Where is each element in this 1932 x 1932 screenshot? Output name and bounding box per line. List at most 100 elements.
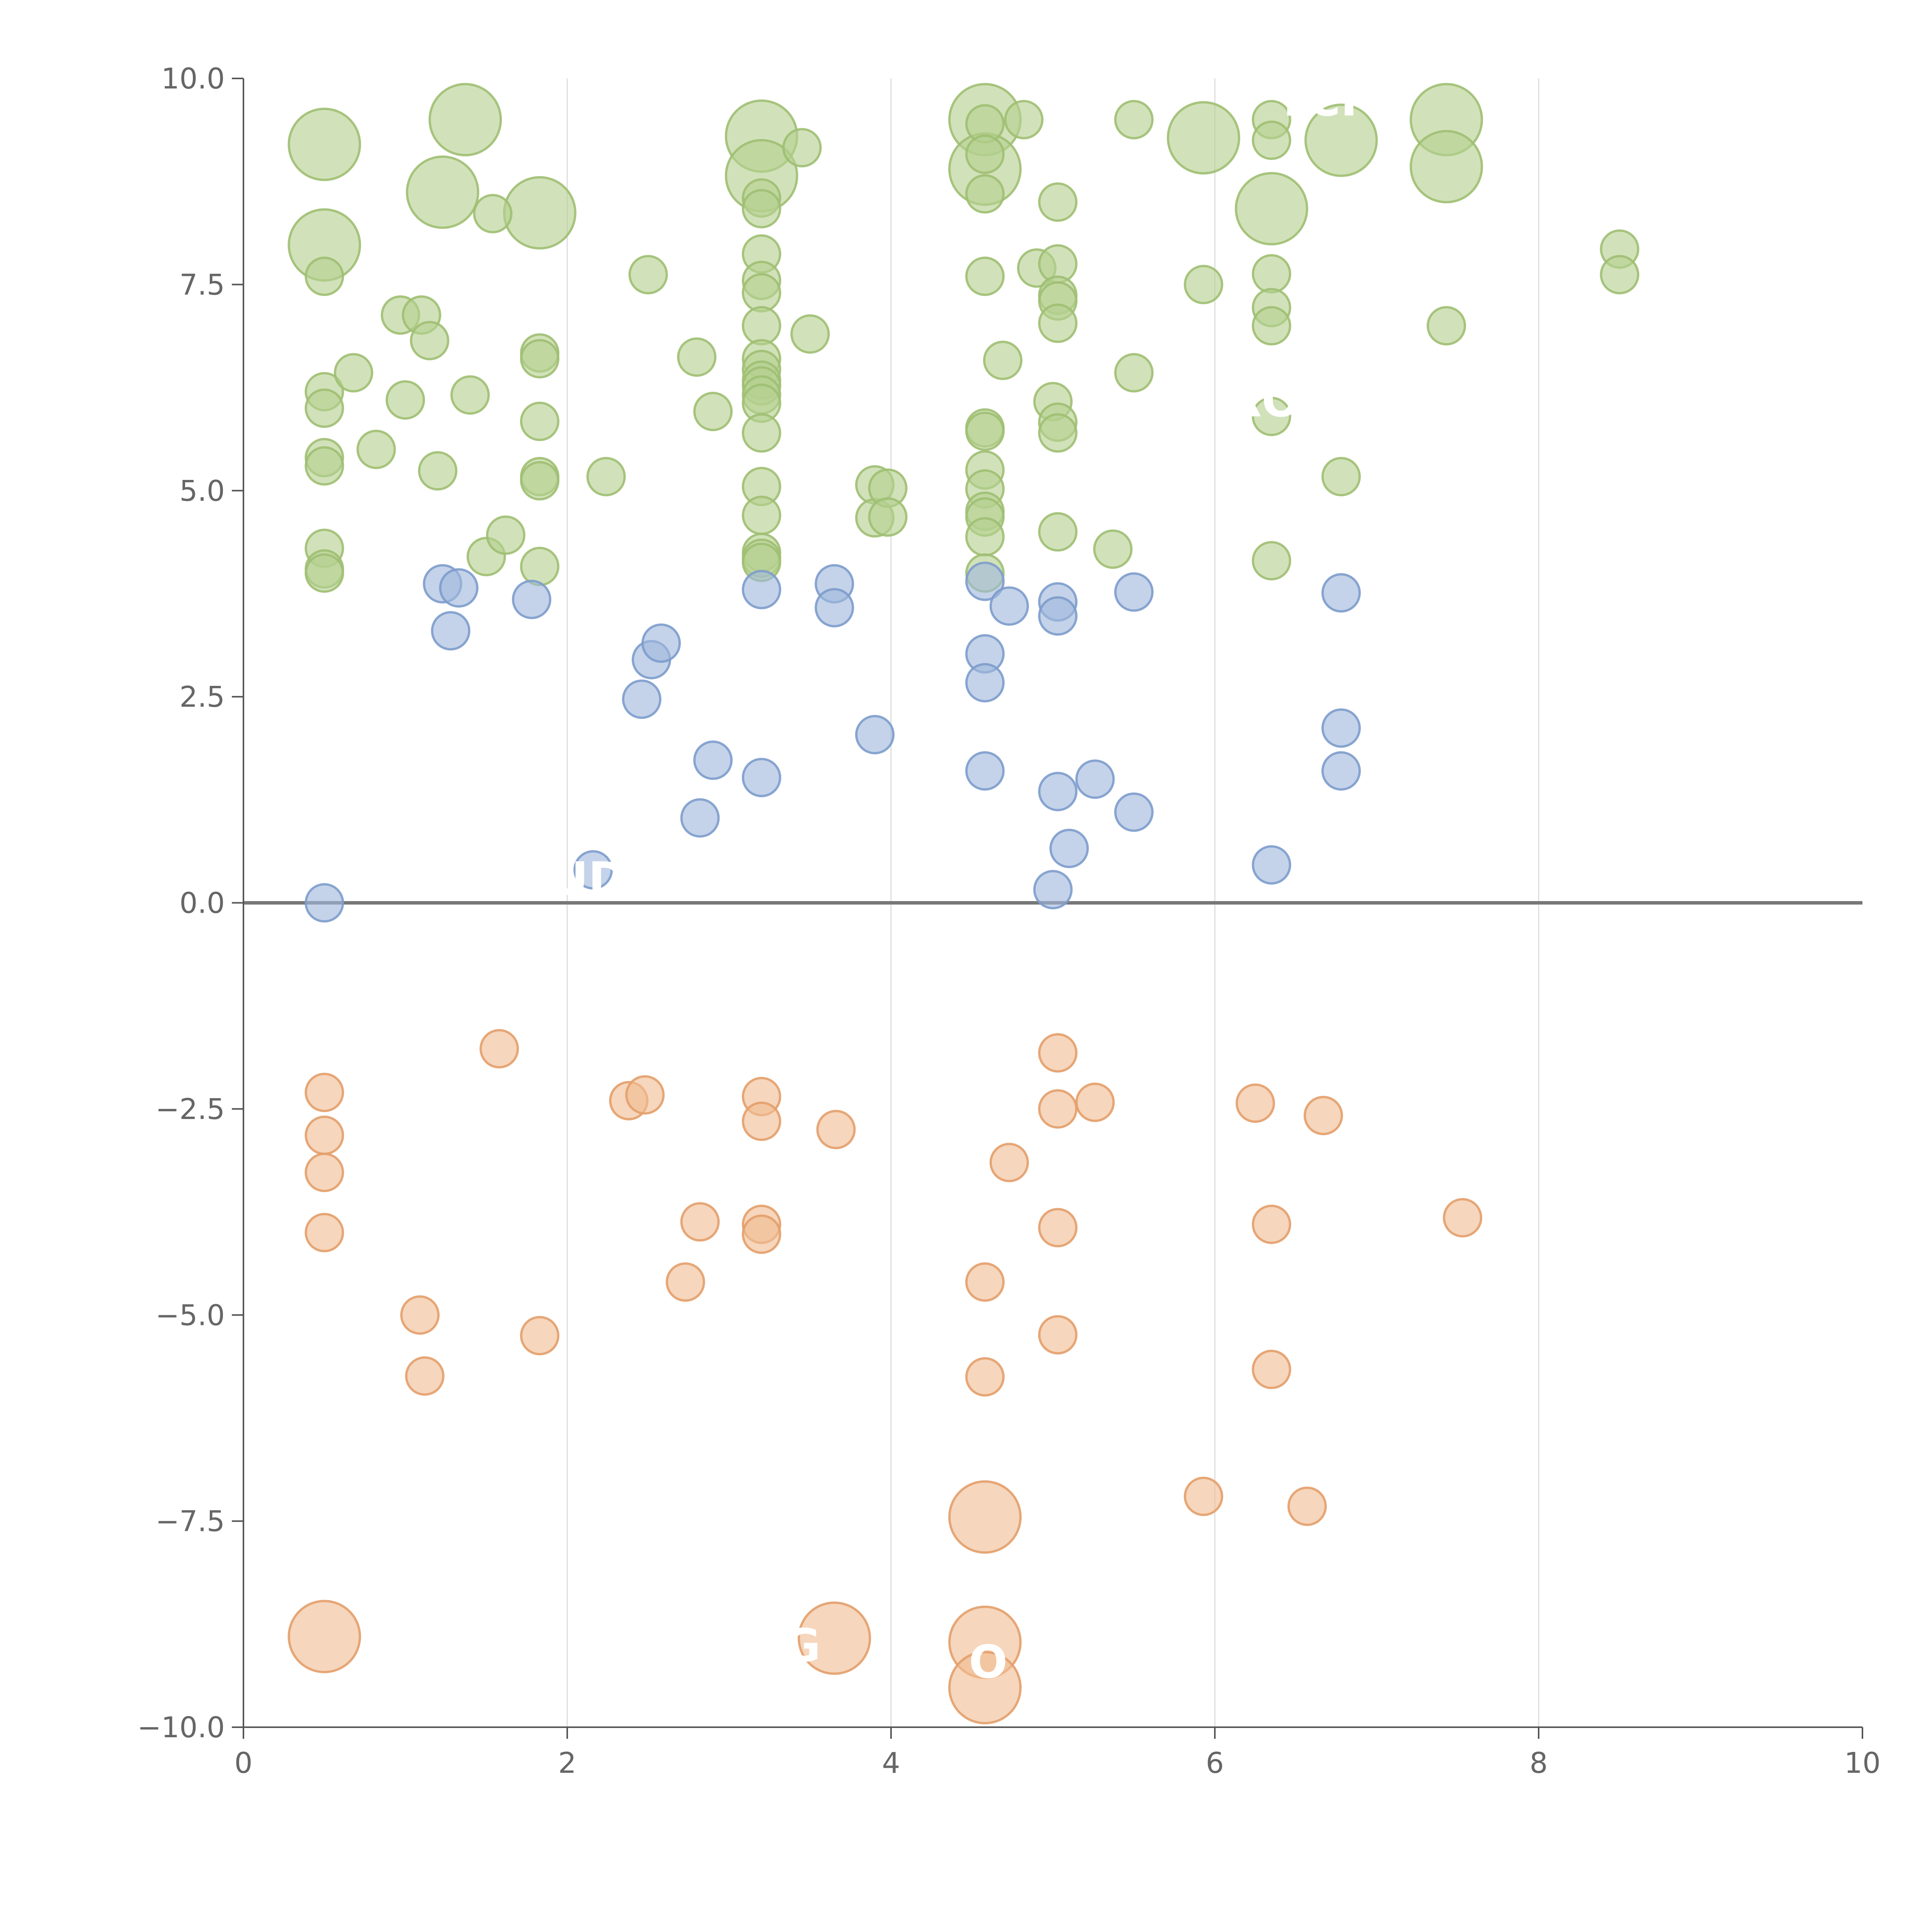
scatter-point-high: [586, 457, 626, 497]
scatter-point-medium: [641, 623, 681, 663]
series-high: [287, 83, 1639, 593]
scatter-point-high: [1114, 353, 1154, 393]
scatter-point-low: [1443, 1198, 1483, 1238]
scatter-point-low: [625, 1075, 665, 1115]
scatter-point-medium: [815, 588, 854, 628]
scatter-point-high: [790, 314, 830, 354]
x-tick-label: 2: [558, 1747, 576, 1780]
scatter-point-medium: [573, 850, 613, 890]
scatter-point-high: [677, 337, 717, 377]
series-medium: [304, 561, 1361, 923]
scatter-point-low: [1038, 1208, 1078, 1248]
scatter-point-medium: [512, 580, 551, 619]
scatter-point-medium: [989, 586, 1029, 626]
scatter-point-high: [1038, 303, 1078, 343]
scatter-point-high: [486, 515, 526, 555]
scatter-point-high: [1252, 121, 1291, 160]
y-tick-label: −5.0: [155, 1299, 225, 1332]
scatter-point-medium: [1321, 751, 1361, 791]
scatter-point-high: [1252, 254, 1291, 294]
axes: 10.0 7.5 5.0 2.5 0.0 −2.5 −5.0 −7.5 −10.0 0 2 4 6 8 10: [137, 62, 1881, 1780]
scatter-point-high: [304, 446, 344, 486]
scatter-point-high: [1114, 100, 1154, 139]
data-points: [287, 83, 1639, 1725]
scatter-point-high: [520, 461, 560, 501]
scatter-point-medium: [680, 798, 720, 838]
scatter-point-high: [693, 391, 733, 431]
scatter-point-medium: [1075, 759, 1115, 799]
scatter-point-low: [304, 1116, 344, 1155]
annotation-label: G: [783, 1619, 821, 1672]
scatter-point-low: [304, 1213, 344, 1252]
scatter-point-low: [1038, 1089, 1078, 1129]
scatter-point-high: [965, 134, 1005, 174]
scatter-point-high: [868, 497, 908, 537]
annotation-label: AUDIO: [517, 852, 682, 905]
scatter-point-low: [1075, 1082, 1115, 1122]
scatter-point-high: [1038, 413, 1078, 453]
scatter-point-medium: [1252, 845, 1291, 885]
scatter-point-low: [480, 1029, 519, 1069]
scatter-point-high: [1184, 265, 1223, 304]
scatter-point-low: [742, 1214, 781, 1254]
scatter-point-low: [1184, 1476, 1223, 1516]
annotation-label: TCP: [1276, 73, 1374, 126]
scatter-point-high: [410, 321, 449, 361]
scatter-point-high: [983, 340, 1023, 380]
x-tick-label: 6: [1206, 1747, 1224, 1780]
scatter-point-medium: [1038, 596, 1078, 636]
scatter-point-high: [742, 413, 781, 453]
scatter-point-low: [1252, 1350, 1291, 1389]
scatter-point-medium: [1321, 708, 1361, 748]
scatter-point-medium: [965, 663, 1005, 702]
scatter-point-high: [1252, 396, 1291, 436]
annotation-label: RO: [1226, 374, 1300, 427]
annotation-label: IC: [825, 102, 876, 155]
scatter-point-high: [782, 128, 822, 168]
y-tick-label: −7.5: [155, 1505, 225, 1538]
scatter-point-high: [965, 257, 1005, 296]
scatter-point-medium: [742, 570, 781, 609]
scatter-point-low: [287, 1600, 361, 1673]
scatter-point-high: [1600, 255, 1639, 294]
scatter-point-medium: [1049, 828, 1089, 868]
scatter-point-medium: [622, 679, 662, 719]
scatter-point-medium: [431, 611, 471, 651]
scatter-point-low: [304, 1153, 344, 1192]
scatter-point-high: [1410, 130, 1483, 204]
scatter-point-high: [473, 194, 513, 233]
annotations: AUDIO IC TCP RO G O: [517, 73, 1374, 1689]
scatter-point-low: [520, 1316, 560, 1355]
scatter-point-medium: [1038, 772, 1078, 811]
scatter-point-medium: [304, 883, 344, 923]
x-tick-label: 0: [234, 1747, 252, 1780]
y-tick-label: 0.0: [179, 887, 225, 920]
scatter-point-medium: [965, 561, 1005, 601]
scatter-point-low: [665, 1262, 705, 1302]
scatter-point-medium: [1033, 870, 1073, 910]
scatter-point-high: [965, 517, 1005, 557]
scatter-point-low: [948, 1651, 1022, 1725]
scatter-point-low: [989, 1143, 1029, 1182]
scatter-point-high: [520, 547, 560, 587]
scatter-point-high: [1427, 306, 1466, 346]
scatter-point-high: [742, 189, 781, 229]
scatter-point-low: [1038, 1315, 1078, 1355]
scatter-point-low: [680, 1202, 720, 1242]
scatter-point-high: [965, 412, 1005, 451]
scatter-point-low: [1287, 1486, 1327, 1526]
scatter-point-high: [356, 430, 396, 469]
scatter-point-high: [418, 451, 457, 491]
scatter-point-high: [503, 176, 577, 250]
scatter-point-low: [400, 1295, 440, 1335]
scatter-point-high: [386, 380, 425, 420]
scatter-point-low: [948, 1480, 1022, 1554]
scatter-point-medium: [965, 751, 1005, 791]
scatter-point-high: [450, 375, 490, 415]
scatter-point-low: [405, 1356, 445, 1396]
scatter-point-high: [520, 401, 560, 441]
scatter-point-high: [628, 255, 668, 294]
scatter-point-high: [742, 495, 781, 535]
scatter-point-high: [1038, 182, 1078, 222]
